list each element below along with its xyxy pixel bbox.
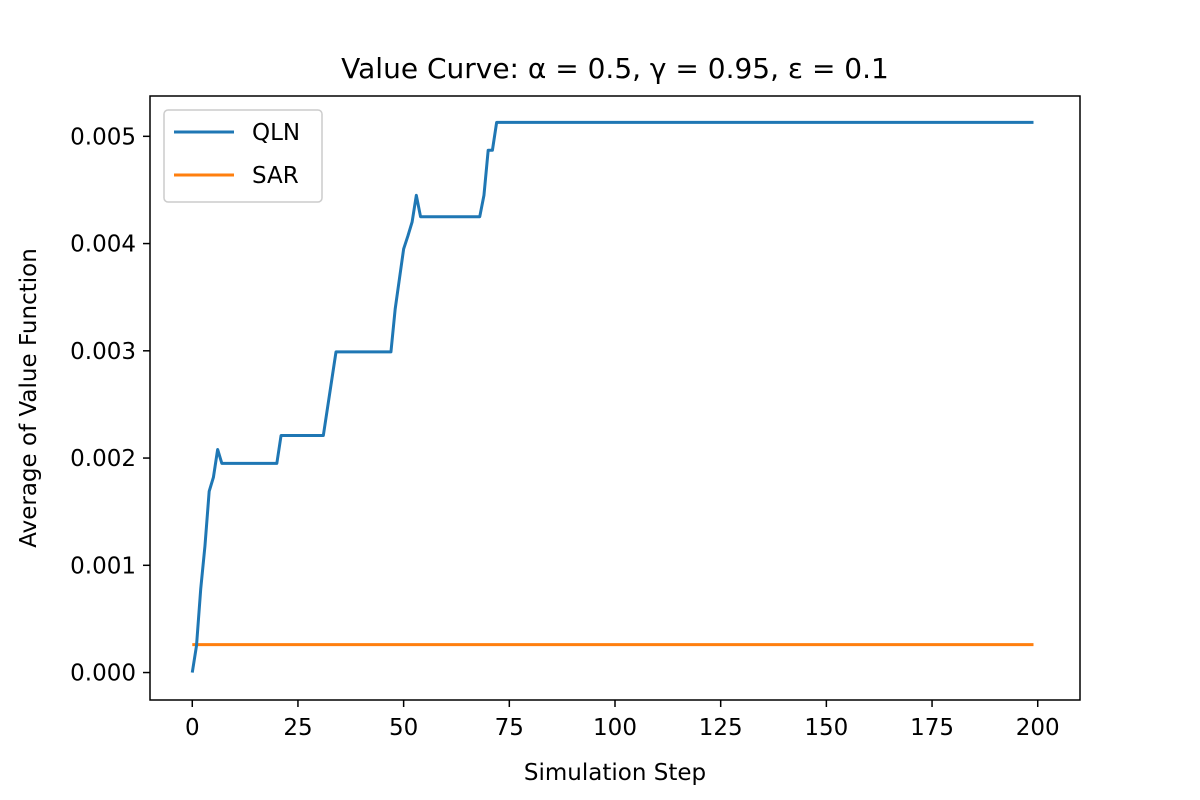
x-axis-ticks: 0 25 50 75 100 125 150 175 200	[185, 700, 1060, 741]
x-tick-label: 100	[593, 715, 637, 741]
x-tick-label: 125	[699, 715, 743, 741]
legend: QLN SAR	[163, 109, 323, 203]
legend-label-sar: SAR	[252, 163, 299, 189]
y-tick-label: 0.000	[70, 661, 136, 687]
x-tick-label: 25	[283, 715, 312, 741]
y-tick-label: 0.003	[70, 339, 136, 365]
x-tick-label: 75	[495, 715, 524, 741]
y-tick-label: 0.004	[70, 232, 136, 258]
series-lines	[190, 120, 1034, 673]
y-tick-label: 0.002	[70, 446, 136, 472]
legend-label-qln: QLN	[252, 120, 300, 146]
x-tick-label: 50	[389, 715, 418, 741]
x-axis-label: Simulation Step	[524, 760, 706, 786]
y-tick-label: 0.005	[70, 124, 136, 150]
x-tick-label: 0	[185, 715, 200, 741]
chart-title: Value Curve: α = 0.5, γ = 0.95, ε = 0.1	[341, 52, 889, 85]
y-axis-label: Average of Value Function	[16, 248, 42, 548]
y-tick-label: 0.001	[70, 553, 136, 579]
x-tick-label: 150	[804, 715, 848, 741]
series-line-qln	[190, 120, 1034, 673]
y-axis-ticks: 0.000 0.001 0.002 0.003 0.004 0.005	[70, 124, 150, 687]
x-tick-label: 175	[910, 715, 954, 741]
x-tick-label: 200	[1016, 715, 1060, 741]
